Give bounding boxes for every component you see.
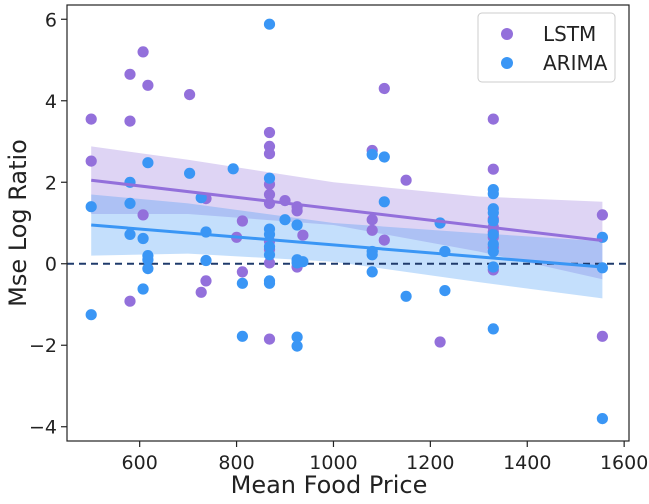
x-tick-label: 1600 xyxy=(600,452,648,474)
x-tick-label: 1200 xyxy=(406,452,454,474)
data-point-0-24 xyxy=(263,333,276,345)
data-point-0-9 xyxy=(195,286,207,298)
data-point-0-7 xyxy=(142,79,154,91)
data-point-1-55 xyxy=(596,413,609,425)
data-point-1-15 xyxy=(227,163,239,175)
data-point-0-45 xyxy=(596,209,609,221)
data-point-1-19 xyxy=(263,172,276,184)
plot-frame xyxy=(66,4,630,442)
data-point-1-44 xyxy=(487,188,499,200)
data-point-1-1 xyxy=(85,309,97,321)
data-point-1-9 xyxy=(142,254,154,266)
data-point-1-18 xyxy=(263,18,276,30)
x-axis-label: Mean Food Price xyxy=(231,471,428,499)
data-point-0-8 xyxy=(184,89,196,101)
data-point-1-26 xyxy=(279,214,291,226)
y-tick-label: 6 xyxy=(45,9,57,31)
legend-marker-1 xyxy=(501,57,513,69)
data-point-0-4 xyxy=(124,295,136,307)
data-point-0-35 xyxy=(400,174,412,186)
data-point-0-1 xyxy=(85,155,97,167)
data-point-1-23 xyxy=(263,249,276,261)
data-point-1-16 xyxy=(236,277,248,289)
data-point-0-13 xyxy=(236,215,248,227)
data-point-1-31 xyxy=(291,340,303,352)
data-point-1-10 xyxy=(142,263,154,275)
legend: LSTM ARIMA xyxy=(477,12,616,83)
y-tick-label: 4 xyxy=(45,91,57,113)
y-tick-label: −2 xyxy=(29,335,57,357)
regression-line-0 xyxy=(91,178,603,243)
data-point-1-39 xyxy=(400,290,412,302)
data-point-1-5 xyxy=(137,232,149,245)
x-tick-label: 800 xyxy=(218,452,254,474)
data-point-1-25 xyxy=(263,277,276,289)
data-point-1-0 xyxy=(85,201,97,213)
data-point-1-35 xyxy=(366,249,378,261)
data-point-0-27 xyxy=(291,205,303,217)
data-point-1-17 xyxy=(236,330,248,342)
data-point-0-29 xyxy=(297,229,309,241)
data-point-1-3 xyxy=(124,197,136,209)
data-point-0-37 xyxy=(487,113,499,125)
legend-marker-0 xyxy=(501,28,513,40)
data-point-1-48 xyxy=(487,228,499,240)
data-point-0-2 xyxy=(124,68,136,80)
regression-lines xyxy=(91,178,603,269)
data-point-0-5 xyxy=(137,46,149,58)
data-point-1-52 xyxy=(487,323,499,335)
data-point-1-4 xyxy=(124,228,136,240)
data-point-1-27 xyxy=(291,219,303,231)
x-tick-label: 1400 xyxy=(503,452,551,474)
data-point-0-38 xyxy=(487,163,499,175)
data-point-1-32 xyxy=(297,256,309,268)
data-point-0-19 xyxy=(263,188,276,201)
data-point-0-6 xyxy=(137,209,149,221)
data-point-0-14 xyxy=(236,266,248,278)
y-tick-label: 0 xyxy=(45,254,57,276)
data-point-1-14 xyxy=(200,254,212,267)
data-point-0-34 xyxy=(378,234,390,246)
data-point-1-51 xyxy=(487,261,499,273)
data-point-1-30 xyxy=(291,331,303,343)
legend-label-0: LSTM xyxy=(543,22,596,46)
y-tick-label: −4 xyxy=(29,417,57,439)
data-point-0-17 xyxy=(263,148,276,160)
data-point-0-32 xyxy=(366,224,378,236)
data-point-0-31 xyxy=(366,214,378,226)
legend-label-1: ARIMA xyxy=(543,51,608,75)
data-point-1-54 xyxy=(596,262,609,274)
x-axis-ticks: 600 800 1000 1200 1400 1600 xyxy=(122,441,648,474)
data-point-1-21 xyxy=(263,228,276,240)
data-point-1-33 xyxy=(366,148,378,161)
data-point-0-0 xyxy=(85,113,97,125)
data-point-1-7 xyxy=(142,157,154,169)
data-point-0-33 xyxy=(378,82,390,95)
data-point-1-46 xyxy=(487,207,499,219)
y-axis-label: Mse Log Ratio xyxy=(4,139,32,307)
confidence-band-0 xyxy=(91,146,603,280)
data-point-1-42 xyxy=(439,285,451,297)
regression-line-1 xyxy=(91,223,603,269)
y-axis-ticks: −4 −2 0 2 4 6 xyxy=(29,9,67,439)
data-point-1-22 xyxy=(263,241,276,253)
data-point-1-47 xyxy=(487,215,499,227)
data-point-0-11 xyxy=(200,275,212,287)
data-point-1-38 xyxy=(378,196,390,208)
data-point-0-15 xyxy=(263,126,276,139)
data-point-1-50 xyxy=(487,245,499,258)
data-point-1-6 xyxy=(137,283,149,295)
data-point-1-11 xyxy=(184,167,196,179)
data-point-1-36 xyxy=(366,266,378,278)
x-tick-label: 1000 xyxy=(309,452,357,474)
data-point-0-36 xyxy=(434,336,446,348)
x-tick-label: 600 xyxy=(122,452,158,474)
data-point-0-46 xyxy=(596,330,609,342)
data-point-1-37 xyxy=(378,151,390,163)
data-point-0-3 xyxy=(124,115,136,127)
data-points xyxy=(85,18,609,425)
y-tick-label: 2 xyxy=(45,172,57,194)
data-point-0-23 xyxy=(263,257,276,269)
